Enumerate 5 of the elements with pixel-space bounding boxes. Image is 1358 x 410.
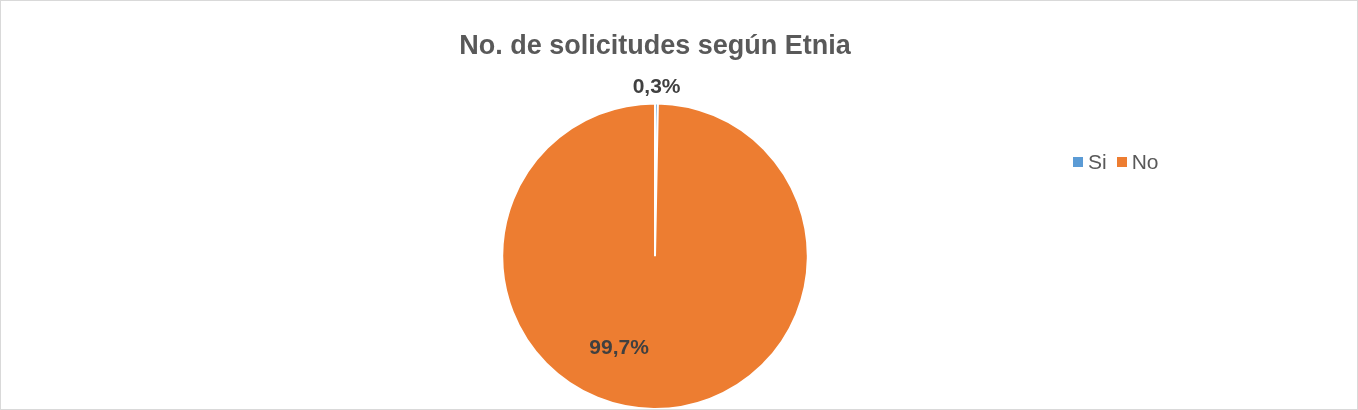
data-label: 0,3% [632,74,681,98]
data-label: 99,7% [589,334,650,358]
legend-label: No [1131,150,1159,174]
legend-label: Si [1088,150,1107,174]
chart-title: No. de solicitudes según Etnia [459,29,852,60]
